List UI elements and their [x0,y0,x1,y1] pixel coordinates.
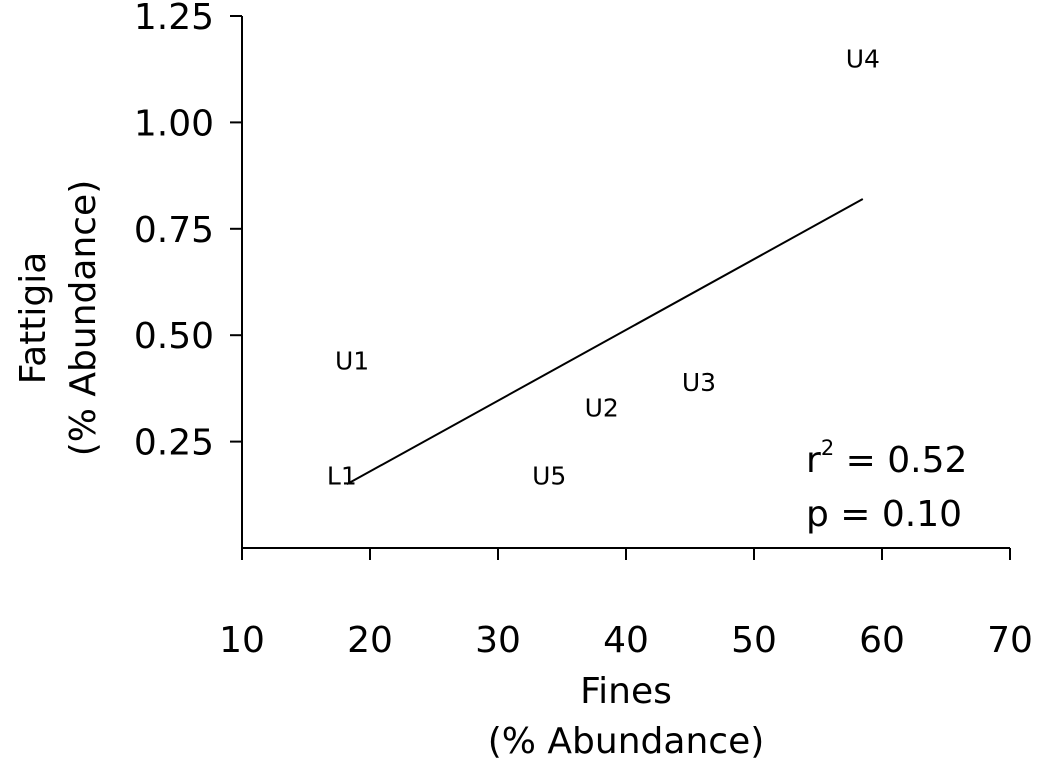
y-axis-title-line-1: Fattigia [13,252,54,385]
y-axis-ticks: 0.25 0.50 0.75 1.00 1.25 [134,0,242,464]
x-tick-label: 20 [347,620,393,661]
y-tick-label: 1.00 [134,103,214,144]
r-squared-superscript: 2 [821,436,834,460]
x-tick-label: 40 [603,620,649,661]
regression-line-group [346,198,864,486]
x-tick-label: 60 [859,620,905,661]
y-tick-label: 0.50 [134,316,214,357]
x-tick-label: 30 [475,620,521,661]
regression-line [346,198,864,486]
y-tick-label: 0.75 [134,210,214,251]
x-tick-label: 70 [987,620,1033,661]
y-axis-title-line-2: (% Abundance) [63,180,104,457]
r-squared-value: = 0.52 [834,440,967,481]
x-axis-ticks: 10 20 30 40 50 60 70 [219,548,1033,661]
x-tick-label: 50 [731,620,777,661]
p-value-annotation: p = 0.10 [806,494,962,535]
r-squared-symbol: r [806,440,821,481]
x-tick-label: 10 [219,620,265,661]
x-axis-title-line-1: Fines [580,671,672,712]
x-axis-title-line-2: (% Abundance) [488,721,765,762]
data-point-u5: U5 [532,462,566,491]
y-tick-label: 1.25 [134,0,214,38]
data-point-u4: U4 [846,45,880,74]
y-axis-title: Fattigia (% Abundance) [13,180,104,457]
data-point-u2: U2 [585,394,619,423]
data-point-u3: U3 [682,368,716,397]
data-points: L1 U1 U2 U3 U4 U5 [327,45,880,491]
r-squared-annotation: r2 = 0.52 [806,436,967,481]
data-point-u1: U1 [335,347,369,376]
y-tick-label: 0.25 [134,423,214,464]
data-point-l1: L1 [327,462,357,491]
